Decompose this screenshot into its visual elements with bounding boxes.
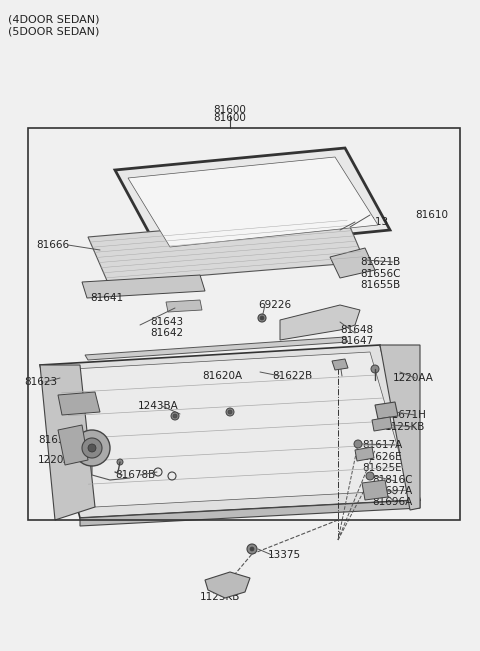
Text: (5DOOR SEDAN): (5DOOR SEDAN) [8,27,99,37]
Text: 1220AB: 1220AB [38,455,79,465]
Text: 81620A: 81620A [202,371,242,381]
Polygon shape [58,425,88,465]
Circle shape [247,544,257,554]
Circle shape [226,408,234,416]
Text: 81647: 81647 [340,336,373,346]
Text: 81631: 81631 [38,435,71,445]
Bar [28,128,460,520]
Text: 81816C: 81816C [372,475,412,485]
Text: 81623: 81623 [24,377,57,387]
Circle shape [371,365,379,373]
Text: 81617A: 81617A [362,440,402,450]
Circle shape [366,472,374,480]
Text: 1125KB: 1125KB [385,422,425,432]
Text: 13375: 13375 [268,550,301,560]
Text: 81666: 81666 [36,240,69,250]
Text: 81600: 81600 [214,113,246,123]
Text: 81621B: 81621B [360,257,400,267]
Text: 81648: 81648 [340,325,373,335]
Polygon shape [128,157,378,247]
Polygon shape [372,417,392,431]
Text: 81642: 81642 [150,328,183,338]
Circle shape [88,444,96,452]
Polygon shape [375,402,398,419]
Text: 81622B: 81622B [272,371,312,381]
Text: 81697A: 81697A [372,486,412,496]
Circle shape [260,316,264,320]
Text: 81613: 81613 [355,217,388,227]
Polygon shape [80,500,420,526]
Polygon shape [205,572,250,598]
Text: 1125KB: 1125KB [200,592,240,602]
Text: 81641: 81641 [90,293,123,303]
Circle shape [82,438,102,458]
Text: 81678B: 81678B [115,470,155,480]
Text: 81626E: 81626E [362,452,402,462]
Polygon shape [85,337,348,360]
Polygon shape [380,345,420,510]
Polygon shape [40,365,95,520]
Polygon shape [355,447,374,461]
Polygon shape [362,480,388,500]
Text: 81696A: 81696A [372,497,412,507]
Text: 81655B: 81655B [360,280,400,290]
Text: (4DOOR SEDAN): (4DOOR SEDAN) [8,14,99,24]
Polygon shape [115,148,390,253]
Polygon shape [332,359,348,370]
Polygon shape [280,305,360,340]
Text: 81610: 81610 [415,210,448,220]
Circle shape [117,459,123,465]
Circle shape [258,314,266,322]
Text: 69226: 69226 [258,300,291,310]
Text: 81625E: 81625E [362,463,402,473]
Text: 1220AA: 1220AA [393,373,434,383]
Text: 81656C: 81656C [360,269,400,279]
Polygon shape [82,275,205,298]
Circle shape [171,412,179,420]
Circle shape [354,440,362,448]
Polygon shape [55,352,410,507]
Text: 81643: 81643 [150,317,183,327]
Polygon shape [58,392,100,415]
Circle shape [250,547,254,551]
Circle shape [228,410,232,414]
Text: 81671H: 81671H [385,410,426,420]
Polygon shape [330,248,375,278]
Circle shape [74,430,110,466]
Circle shape [173,414,177,418]
Text: 1243BA: 1243BA [138,401,179,411]
Text: 81600: 81600 [214,105,246,115]
Polygon shape [166,300,202,312]
Polygon shape [88,215,365,283]
Polygon shape [40,345,420,518]
